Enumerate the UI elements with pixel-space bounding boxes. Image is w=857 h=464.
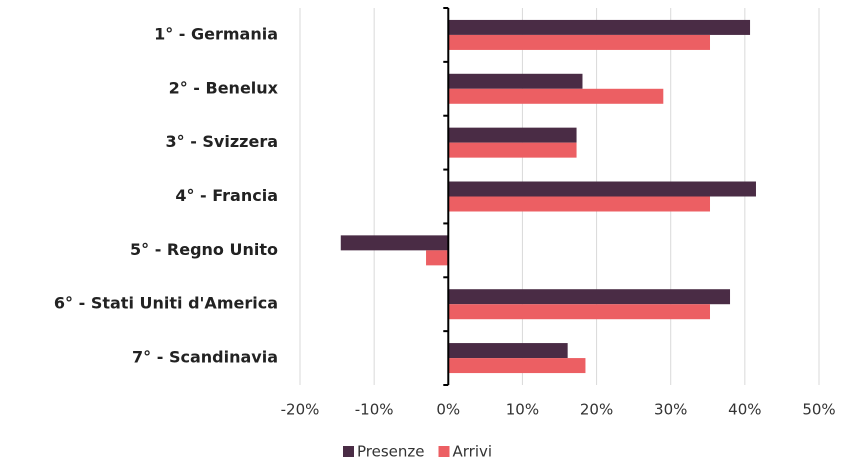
y-tick-label: 5° - Regno Unito: [130, 240, 278, 259]
x-tick-label: 50%: [802, 401, 835, 419]
bar: [448, 343, 568, 359]
bar: [448, 196, 711, 212]
x-tick-label: 40%: [728, 401, 761, 419]
bar: [448, 88, 664, 104]
x-tick-label: 0%: [436, 401, 460, 419]
y-tick-label: 1° - Germania: [154, 24, 278, 43]
bar: [426, 250, 449, 266]
y-tick-label: 3° - Svizzera: [165, 132, 278, 151]
y-tick-label: 2° - Benelux: [169, 78, 279, 97]
y-tick-label: 6° - Stati Uniti d'America: [54, 294, 278, 313]
bar: [448, 127, 577, 143]
x-tick-label: 10%: [506, 401, 539, 419]
x-tick-label: -10%: [355, 401, 394, 419]
x-tick-label: 30%: [654, 401, 687, 419]
bar: [448, 34, 711, 50]
bar: [340, 235, 449, 251]
legend-swatch: [438, 446, 450, 457]
bar: [448, 19, 751, 35]
bar: [448, 73, 583, 89]
y-tick-label: 7° - Scandinavia: [132, 348, 278, 367]
bar: [448, 289, 731, 305]
x-tick-label: 20%: [580, 401, 613, 419]
x-tick-label: -20%: [281, 401, 320, 419]
bar: [448, 358, 586, 374]
y-tick-label: 4° - Francia: [175, 186, 278, 205]
legend-label: Arrivi: [453, 443, 493, 461]
bar: [448, 142, 577, 158]
legend-label: Presenze: [357, 443, 425, 461]
bar: [448, 181, 756, 197]
bar: [448, 304, 711, 320]
legend-swatch: [343, 446, 354, 457]
